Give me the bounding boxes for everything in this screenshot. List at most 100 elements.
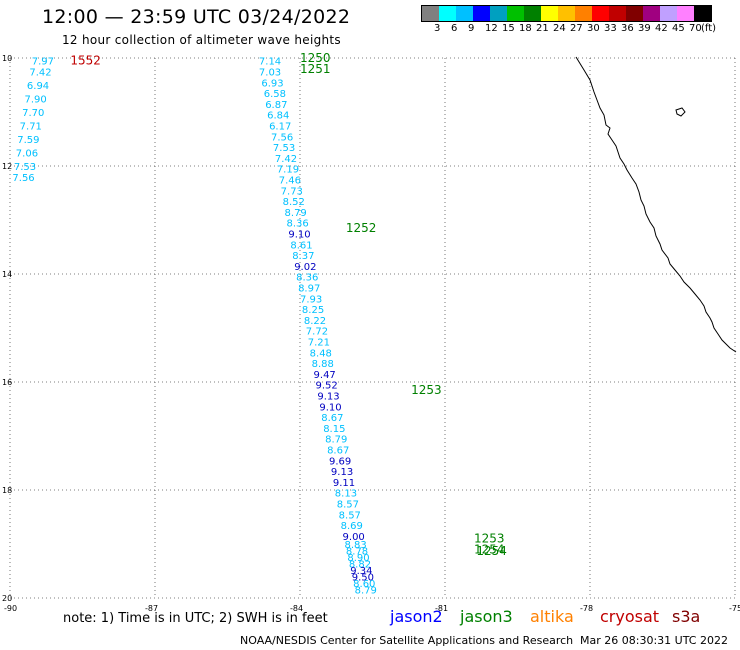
generation-timestamp: Mar 26 08:30:31 UTC 2022	[580, 634, 728, 647]
lon-tick-label: -87	[145, 604, 158, 613]
pass-time-label: 1251	[300, 62, 331, 76]
wave-height-label: 8.52	[283, 197, 305, 208]
wave-height-label: 9.10	[319, 402, 341, 413]
wave-height-label: 7.90	[25, 95, 47, 106]
wave-height-label: 7.46	[279, 176, 301, 187]
page-title: 12:00 — 23:59 UTC 03/24/2022	[42, 6, 351, 28]
wave-height-label: 6.84	[267, 111, 289, 122]
wave-height-label: 7.56	[271, 132, 293, 143]
coastline	[575, 56, 737, 353]
axis-labels: -90 -87 -84 -81 -78 -75 10 12 14 16 18 20	[2, 54, 740, 613]
wave-height-label: 8.48	[310, 348, 332, 359]
lat-tick-label: 16	[2, 378, 12, 387]
pass-time-label: 1254	[476, 544, 507, 558]
wave-height-label: 8.79	[285, 208, 307, 219]
legend-label: 39	[638, 23, 651, 34]
wave-height-label: 6.17	[269, 122, 291, 133]
wave-height-label: 8.97	[298, 284, 320, 295]
legend-swatch	[524, 6, 541, 21]
wave-height-label: 7.59	[17, 135, 39, 146]
legend-label: (ft)	[701, 23, 717, 34]
wave-height-label: 8.83	[344, 540, 366, 551]
wave-height-label: 6.93	[261, 78, 283, 89]
wave-height-label: 7.42	[275, 154, 297, 165]
legend-swatch	[439, 6, 456, 21]
legend-swatch	[643, 6, 660, 21]
wave-height-label: 8.22	[304, 316, 326, 327]
wave-height-label: 9.00	[343, 532, 365, 543]
lat-tick-label: 10	[2, 54, 12, 63]
legend-label: 24	[553, 23, 566, 34]
wave-height-label: 8.61	[290, 240, 312, 251]
wave-height-label: 9.13	[331, 467, 353, 478]
legend-swatch	[456, 6, 473, 21]
credit-line: NOAA/NESDIS Center for Satellite Applica…	[240, 634, 574, 647]
legend-swatch	[575, 6, 592, 21]
wave-height-label: 7.19	[277, 165, 299, 176]
lat-tick-label: 12	[2, 162, 12, 171]
wave-height-label: 9.34	[350, 566, 372, 577]
wave-height-label: 9.50	[352, 572, 374, 583]
lon-tick-label: -84	[290, 604, 303, 613]
wave-height-label: 9.47	[314, 370, 336, 381]
legend-labels: 3 6 9 12 15 18 21 24 27 30 33 36 39 42 45 70 (ft)	[421, 23, 740, 37]
satellite-legend-altika: altika	[530, 607, 574, 626]
wave-height-label: 8.67	[321, 413, 343, 424]
wave-height-label: 7.06	[16, 149, 38, 160]
wave-height-label: 8.67	[327, 446, 349, 457]
grid-lines	[9, 57, 736, 599]
satellite-legend-cryosat: cryosat	[600, 607, 660, 626]
legend-label: 27	[570, 23, 583, 34]
legend-swatch	[677, 6, 694, 21]
wave-height-label: 7.56	[12, 173, 34, 184]
lat-tick-label: 18	[2, 486, 12, 495]
legend-swatches	[421, 5, 712, 22]
wave-height-label: 7.42	[29, 68, 51, 79]
wave-height-label: 8.82	[349, 559, 371, 570]
legend-label: 30	[587, 23, 600, 34]
wave-height-label: 8.69	[341, 521, 363, 532]
wave-height-label: 6.58	[264, 89, 286, 100]
wave-height-label: 8.57	[339, 510, 361, 521]
legend-swatch	[592, 6, 609, 21]
island	[675, 107, 686, 117]
legend-label: 33	[604, 23, 617, 34]
legend-swatch	[558, 6, 575, 21]
legend-swatch	[507, 6, 524, 21]
wave-height-label: 7.73	[281, 186, 303, 197]
wave-height-label: 8.60	[353, 579, 375, 590]
wave-height-label: 8.15	[323, 424, 345, 435]
wave-height-label: 9.11	[333, 478, 355, 489]
legend-label: 15	[502, 23, 515, 34]
wave-height-label: 7.53	[273, 143, 295, 154]
wave-height-label: 9.13	[317, 392, 339, 403]
lon-tick-label: -75	[729, 604, 740, 613]
legend-label: 12	[485, 23, 498, 34]
pass-time-label: 1253	[411, 383, 442, 397]
satellite-legend-jason2: jason2	[390, 607, 443, 626]
wave-height-label: 7.53	[14, 162, 36, 173]
wave-height-label: 9.02	[294, 262, 316, 273]
legend-label: 6	[451, 23, 458, 34]
wave-height-label: 7.93	[300, 294, 322, 305]
data-marks: 7.147.036.936.586.876.846.177.567.537.42…	[12, 51, 507, 596]
wave-height-label: 8.90	[347, 553, 369, 564]
wave-height-label: 8.79	[325, 435, 347, 446]
wave-height-label: 8.88	[312, 359, 334, 370]
legend-swatch	[490, 6, 507, 21]
wave-height-label: 8.37	[292, 251, 314, 262]
wave-height-label: 8.78	[346, 546, 368, 557]
lon-tick-label: -81	[435, 604, 448, 613]
wave-height-label: 9.69	[329, 456, 351, 467]
legend-swatch	[660, 6, 677, 21]
pass-time-label: 1254	[474, 542, 505, 556]
wave-height-label: 7.71	[20, 122, 42, 133]
satellite-legend-s3a: s3a	[672, 607, 701, 626]
wave-height-label: 8.57	[337, 500, 359, 511]
wave-height-label: 6.87	[265, 100, 287, 111]
legend-label: 21	[536, 23, 549, 34]
legend-swatch	[422, 6, 439, 21]
wave-height-label: 9.52	[315, 381, 337, 392]
wave-height-label: 8.36	[296, 273, 318, 284]
